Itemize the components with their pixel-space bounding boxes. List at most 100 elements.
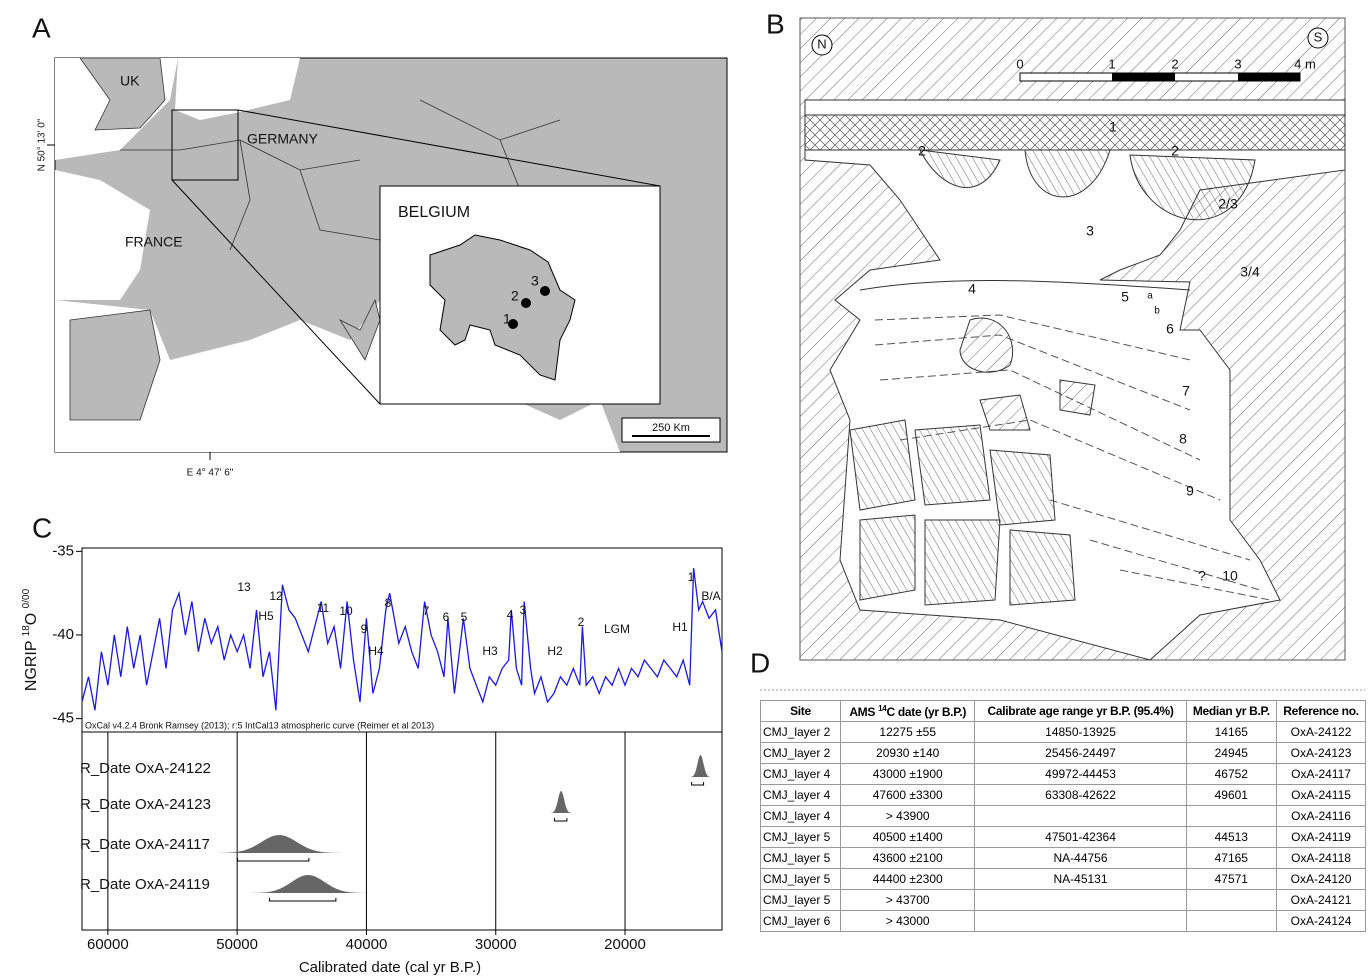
distribution [548, 791, 574, 813]
layer-label: 6 [1166, 321, 1174, 337]
data-line [81, 568, 723, 711]
longitude: E 4° 47' 6" [187, 468, 234, 479]
event-label: H4 [368, 644, 384, 658]
table-cell [1185, 910, 1278, 932]
layer-label: 9 [1186, 483, 1194, 499]
table-cell: 25456-24497 [974, 742, 1187, 764]
panel-label: D [750, 647, 770, 678]
header-cell: Median yr B.P. [1185, 700, 1278, 722]
country-label: UK [120, 73, 140, 89]
x-tick-label: 20000 [604, 936, 646, 953]
event-label: 1 [688, 570, 695, 584]
table-row: CMJ_layer 5 > 43700 OxA-24121 [760, 889, 1366, 911]
table-cell: OxA-24123 [1276, 742, 1366, 764]
event-label: B/A [701, 589, 720, 603]
event-label: 3 [520, 603, 527, 617]
north-label: N [817, 36, 826, 51]
table-cell: 44513 [1185, 826, 1278, 848]
table-cell: OxA-24122 [1276, 721, 1366, 743]
table-cell: CMJ_layer 4 [760, 805, 841, 827]
range-bracket [691, 782, 705, 786]
event-label: 2 [578, 615, 585, 629]
table-cell: 47501-42364 [974, 826, 1187, 848]
south-label: S [1314, 29, 1323, 44]
table-cell: OxA-24124 [1276, 910, 1366, 932]
layer-label: 4 [968, 281, 976, 297]
table-cell [1185, 805, 1278, 827]
distribution [207, 835, 351, 853]
layer-label: 1 [1109, 119, 1117, 135]
layer-label: 10 [1222, 568, 1238, 584]
table-cell: 14850-13925 [974, 721, 1187, 743]
table-cell: > 43000 [839, 910, 976, 932]
event-label: 7 [423, 604, 430, 618]
header-text: AMS [849, 704, 879, 719]
x-tick-label: 30000 [475, 936, 517, 953]
table-cell: OxA-24116 [1276, 805, 1366, 827]
scale-label: 2 [1171, 56, 1178, 71]
plot-frame [81, 547, 723, 733]
table-row: CMJ_layer 5 43600 ±2100 NA-44756 47165 OxA-2… [760, 847, 1366, 869]
table-cell: OxA-24117 [1276, 763, 1366, 785]
event-label: H2 [547, 644, 563, 658]
table-row: CMJ_layer 6 > 43000 OxA-24124 [760, 910, 1366, 932]
y-tick-label: -40 [52, 626, 74, 643]
y-axis-title: NGRIP 18O 0/00 [21, 588, 41, 691]
plot-frame [81, 731, 723, 931]
layer-label: b [1154, 306, 1160, 317]
table-cell: 63308-42622 [974, 784, 1187, 806]
x-tick-label: 40000 [346, 936, 388, 953]
panel-label: A [32, 12, 51, 43]
event-label: 12 [269, 589, 283, 603]
date-label: R_Date OxA-24119 [80, 876, 210, 893]
event-label: LGM [604, 622, 630, 636]
layer-label: 2 [918, 143, 926, 159]
layer-label: ? [1198, 568, 1206, 584]
event-label: 11 [317, 601, 330, 615]
site-label: 3 [531, 273, 539, 289]
panel-label: C [32, 512, 52, 543]
x-tick-label: 60000 [87, 936, 129, 953]
y-tick-label: -45 [52, 710, 74, 727]
table-row: CMJ_layer 4 47600 ±3300 63308-42622 49601 Ox… [760, 784, 1366, 806]
table-cell: 43000 ±1900 [839, 763, 976, 785]
country-label: GERMANY [247, 131, 318, 147]
event-label: 10 [339, 604, 353, 618]
table-cell [974, 889, 1187, 911]
header-row: Site AMS 14C date (yr B.P.) Calibrate age … [760, 700, 1366, 722]
layer-label: 3 [1086, 223, 1094, 239]
country-label: FRANCE [125, 234, 183, 250]
layer-labels: 0 1 2 3 4 m 1 2 2 2/3 3 3/4 4 5 ab6 7 8 9? 10 [918, 56, 1316, 583]
table-cell: CMJ_layer 2 [760, 742, 841, 764]
table-cell: CMJ_layer 5 [760, 889, 841, 911]
distribution [688, 755, 713, 777]
site-label: 1 [503, 311, 511, 327]
table-cell: 14165 [1185, 721, 1278, 743]
table-cell: CMJ_layer 4 [760, 763, 841, 785]
table-cell: 49972-44453 [974, 763, 1187, 785]
table-cell: > 43900 [839, 805, 976, 827]
table-cell: 47600 ±3300 [839, 784, 976, 806]
data-table: Site AMS 14C date (yr B.P.) Calibrate age … [760, 700, 1366, 932]
scale-label: 250 Km [652, 422, 690, 434]
event-label: 8 [385, 596, 392, 610]
table-cell: 46752 [1185, 763, 1278, 785]
site-label: 2 [511, 288, 519, 304]
table-cell: > 43700 [839, 889, 976, 911]
event-label: 4 [507, 608, 514, 622]
table-cell: 44400 ±2300 [839, 868, 976, 890]
event-label: H1 [672, 620, 688, 634]
header-cell: AMS 14C date (yr B.P.) [839, 700, 976, 722]
table-cell: OxA-24115 [1276, 784, 1366, 806]
table-cell: CMJ_layer 5 [760, 868, 841, 890]
cave-section [799, 17, 1346, 661]
y-tick-label: -35 [52, 542, 74, 559]
date-label: R_Date OxA-24117 [80, 836, 210, 853]
table-cell [974, 805, 1187, 827]
table-cell: NA-44756 [974, 847, 1187, 869]
event-label: H5 [258, 609, 274, 623]
table-row: CMJ_layer 4 43000 ±1900 49972-44453 46752 Ox… [760, 763, 1366, 785]
table-cell: OxA-24120 [1276, 868, 1366, 890]
layer-label: 2/3 [1218, 196, 1238, 212]
